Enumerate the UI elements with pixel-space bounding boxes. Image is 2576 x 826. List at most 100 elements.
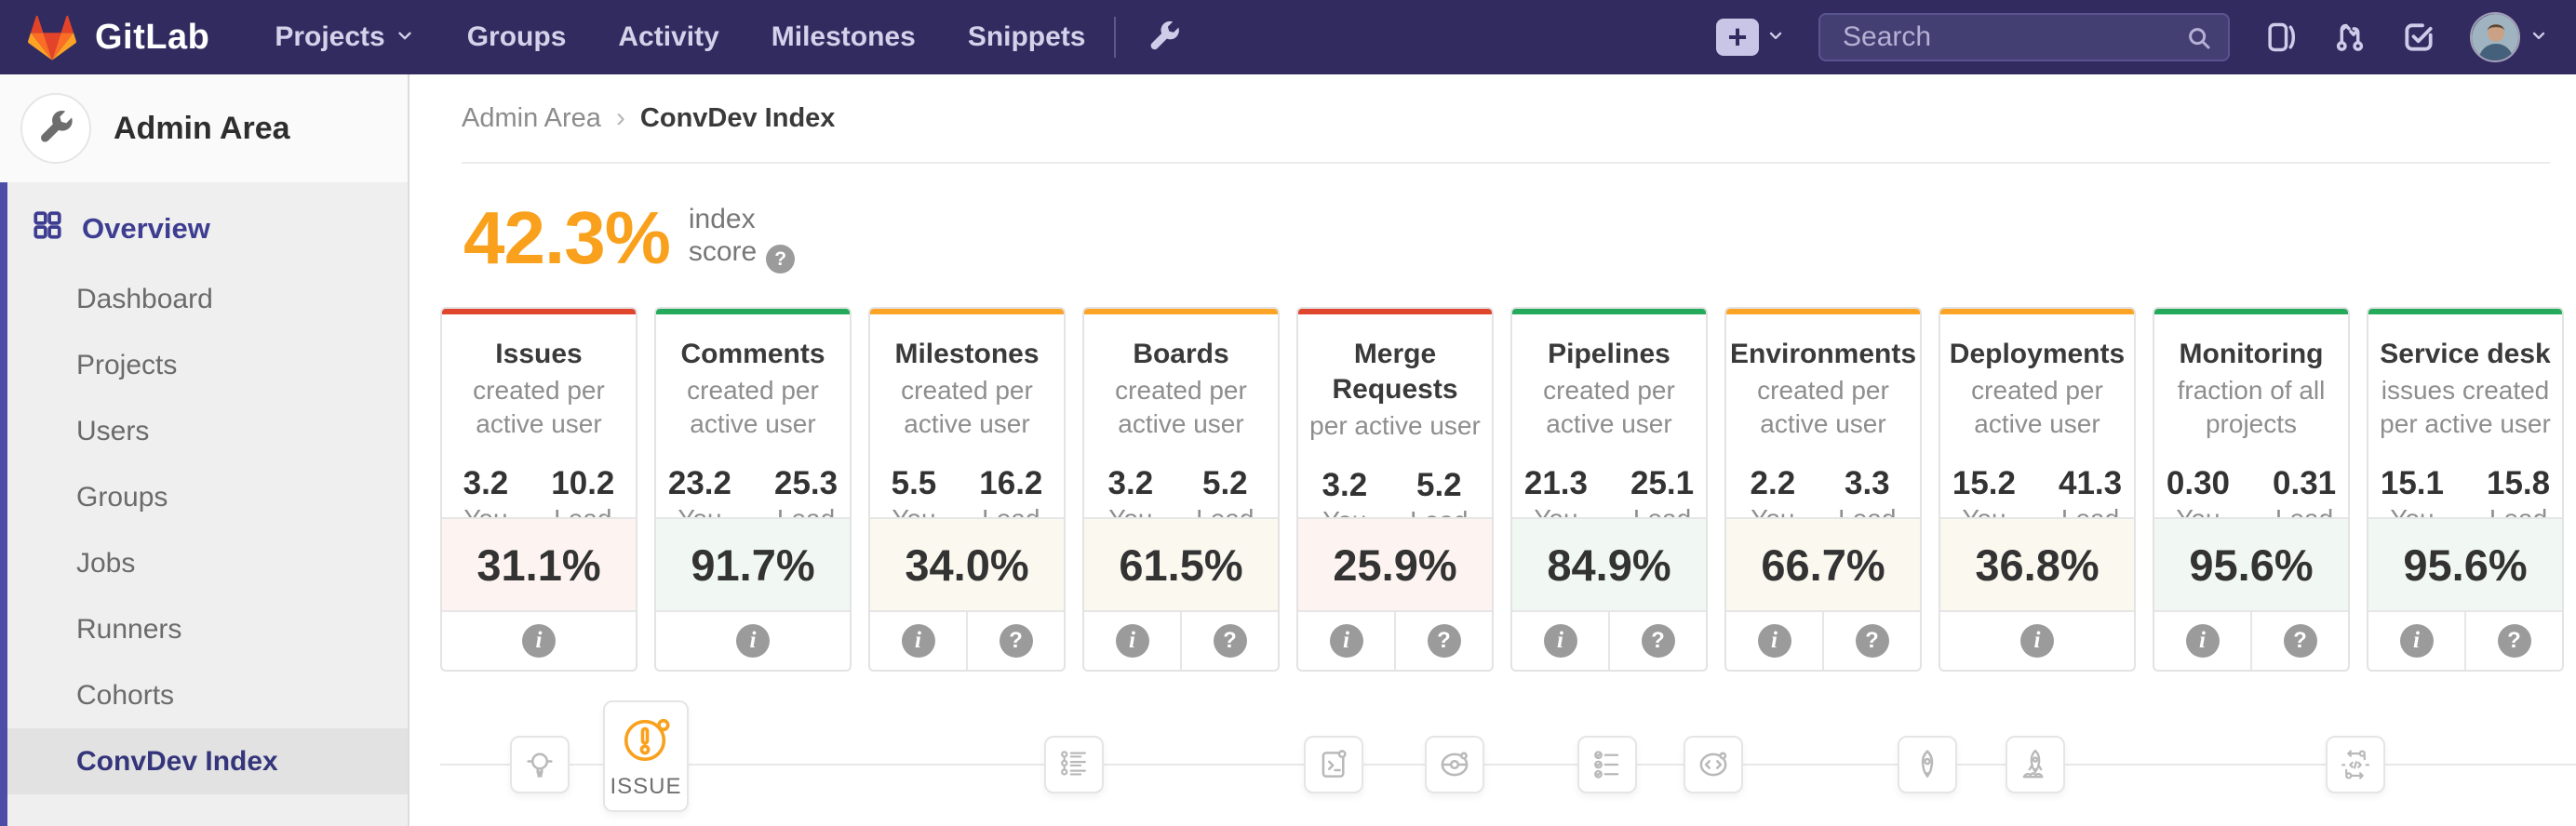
card-status-strip — [2368, 309, 2562, 314]
card-you-value: 5.5 — [891, 465, 937, 501]
admin-wrench-icon[interactable] — [1147, 20, 1181, 54]
sidebar-item-dashboard[interactable]: Dashboard — [76, 284, 213, 314]
card-help-icon[interactable]: ? — [966, 612, 1064, 670]
navbar-menu: Projects Groups Activity Milestones Snip… — [275, 21, 1085, 53]
index-score-label: index score? — [689, 203, 796, 273]
stage-issue-label: ISSUE — [610, 774, 682, 799]
card-info-icon[interactable]: i — [870, 612, 966, 670]
card-score: 61.5% — [1084, 517, 1278, 612]
card-title: Monitoring — [2179, 339, 2324, 369]
sidebar-item-runners[interactable]: Runners — [76, 614, 182, 645]
card-title: Boards — [1133, 339, 1229, 369]
card-title: Environments — [1730, 339, 1917, 369]
card-help-icon[interactable]: ? — [1394, 612, 1492, 670]
card-description: created per active user — [901, 376, 1033, 438]
chevron-down-icon — [1766, 26, 1785, 49]
card-info-icon[interactable]: i — [656, 612, 850, 670]
card-help-icon[interactable]: ? — [1822, 612, 1920, 670]
metric-cards: Issues created per active user 3.2You 10… — [440, 307, 2564, 672]
card-description: created per active user — [1757, 376, 1889, 438]
nav-projects[interactable]: Projects — [275, 21, 414, 53]
sidebar-item-groups[interactable]: Groups — [76, 482, 168, 513]
sidebar-item-cohorts[interactable]: Cohorts — [76, 680, 175, 711]
sidebar-item-overview[interactable]: Overview — [7, 182, 408, 266]
new-dropdown-button[interactable]: + — [1716, 19, 1785, 56]
card-help-icon[interactable]: ? — [2464, 612, 2562, 670]
stage-production-icon — [2006, 736, 2065, 793]
plus-icon: + — [1716, 19, 1759, 56]
card-lead-value: 16.2 — [979, 465, 1043, 501]
issues-icon[interactable] — [2263, 20, 2299, 55]
user-menu[interactable] — [2470, 12, 2548, 62]
card-info-icon[interactable]: i — [1512, 612, 1608, 670]
card-description: created per active user — [687, 376, 819, 438]
nav-groups[interactable]: Groups — [466, 21, 567, 52]
card-lead-value: 25.3 — [774, 465, 839, 501]
card-lead-value: 5.2 — [1415, 467, 1462, 503]
metric-card-deployments: Deployments created per active user 15.2… — [1939, 307, 2136, 672]
sidebar-item-convdev-index[interactable]: ConvDev Index — [7, 728, 408, 794]
metric-card-environments: Environments created per active user 2.2… — [1724, 307, 1922, 672]
nav-snippets[interactable]: Snippets — [967, 21, 1086, 52]
nav-milestones[interactable]: Milestones — [771, 21, 916, 52]
card-you-value: 3.2 — [1107, 465, 1154, 501]
sidebar-item-projects[interactable]: Projects — [76, 350, 178, 380]
chevron-down-icon — [395, 21, 415, 53]
stage-feedback-icon — [2326, 736, 2385, 793]
card-you-value: 3.2 — [463, 465, 509, 501]
card-you-value: 2.2 — [1750, 465, 1796, 501]
main-content: Admin Area › ConvDev Index 42.3% index s… — [409, 74, 2576, 826]
navbar-divider — [1113, 17, 1116, 58]
timeline-line — [440, 764, 2576, 766]
card-description: fraction of all projects — [2177, 376, 2326, 438]
gitlab-logo[interactable]: GitLab — [28, 14, 209, 60]
admin-area-wrench-icon — [20, 93, 91, 164]
card-help-icon[interactable]: ? — [2250, 612, 2348, 670]
card-info-icon[interactable]: i — [1084, 612, 1180, 670]
stage-idea-icon — [510, 736, 570, 793]
card-status-strip — [1298, 309, 1492, 314]
card-info-icon[interactable]: i — [2368, 612, 2464, 670]
stage-issue-icon: ISSUE — [603, 700, 689, 812]
stage-staging-icon — [1898, 736, 1957, 793]
card-score: 34.0% — [870, 517, 1064, 612]
card-status-strip — [656, 309, 850, 314]
card-title: Milestones — [894, 339, 1040, 369]
search-icon[interactable] — [2185, 24, 2213, 57]
card-help-icon[interactable]: ? — [1180, 612, 1278, 670]
top-navbar: GitLab Projects Groups Activity Mileston… — [0, 0, 2576, 74]
index-score: 42.3% index score? — [463, 195, 796, 281]
search-box[interactable] — [1818, 13, 2258, 61]
card-you-value: 15.1 — [2380, 465, 2444, 501]
card-info-icon[interactable]: i — [1940, 612, 2134, 670]
merge-requests-icon[interactable] — [2332, 20, 2368, 55]
card-status-strip — [1940, 309, 2134, 314]
card-title: Service desk — [2380, 339, 2551, 369]
card-score: 25.9% — [1298, 517, 1492, 612]
score-help-icon[interactable]: ? — [766, 245, 796, 273]
breadcrumb-admin-area[interactable]: Admin Area — [462, 102, 601, 133]
card-info-icon[interactable]: i — [2154, 612, 2250, 670]
card-help-icon[interactable]: ? — [1608, 612, 1706, 670]
stage-plan-icon — [1044, 736, 1104, 793]
todos-icon[interactable] — [2401, 20, 2436, 55]
card-score: 91.7% — [656, 517, 850, 612]
search-input[interactable] — [1820, 21, 2258, 53]
card-info-icon[interactable]: i — [1726, 612, 1822, 670]
card-you-value: 23.2 — [667, 465, 731, 501]
card-info-icon[interactable]: i — [1298, 612, 1394, 670]
card-info-icon[interactable]: i — [442, 612, 636, 670]
card-lead-value: 15.8 — [2487, 465, 2551, 501]
user-avatar — [2470, 12, 2520, 62]
sidebar-item-jobs[interactable]: Jobs — [76, 548, 136, 579]
admin-sidebar: Admin Area Overview Dashboard Projects U… — [0, 74, 409, 826]
card-description: created per active user — [1971, 376, 2103, 438]
card-score: 36.8% — [1940, 517, 2134, 612]
sidebar-item-users[interactable]: Users — [76, 416, 150, 446]
nav-activity[interactable]: Activity — [618, 21, 719, 52]
card-status-strip — [2154, 309, 2348, 314]
card-lead-value: 10.2 — [551, 465, 615, 501]
card-status-strip — [1726, 309, 1920, 314]
card-status-strip — [1512, 309, 1706, 314]
